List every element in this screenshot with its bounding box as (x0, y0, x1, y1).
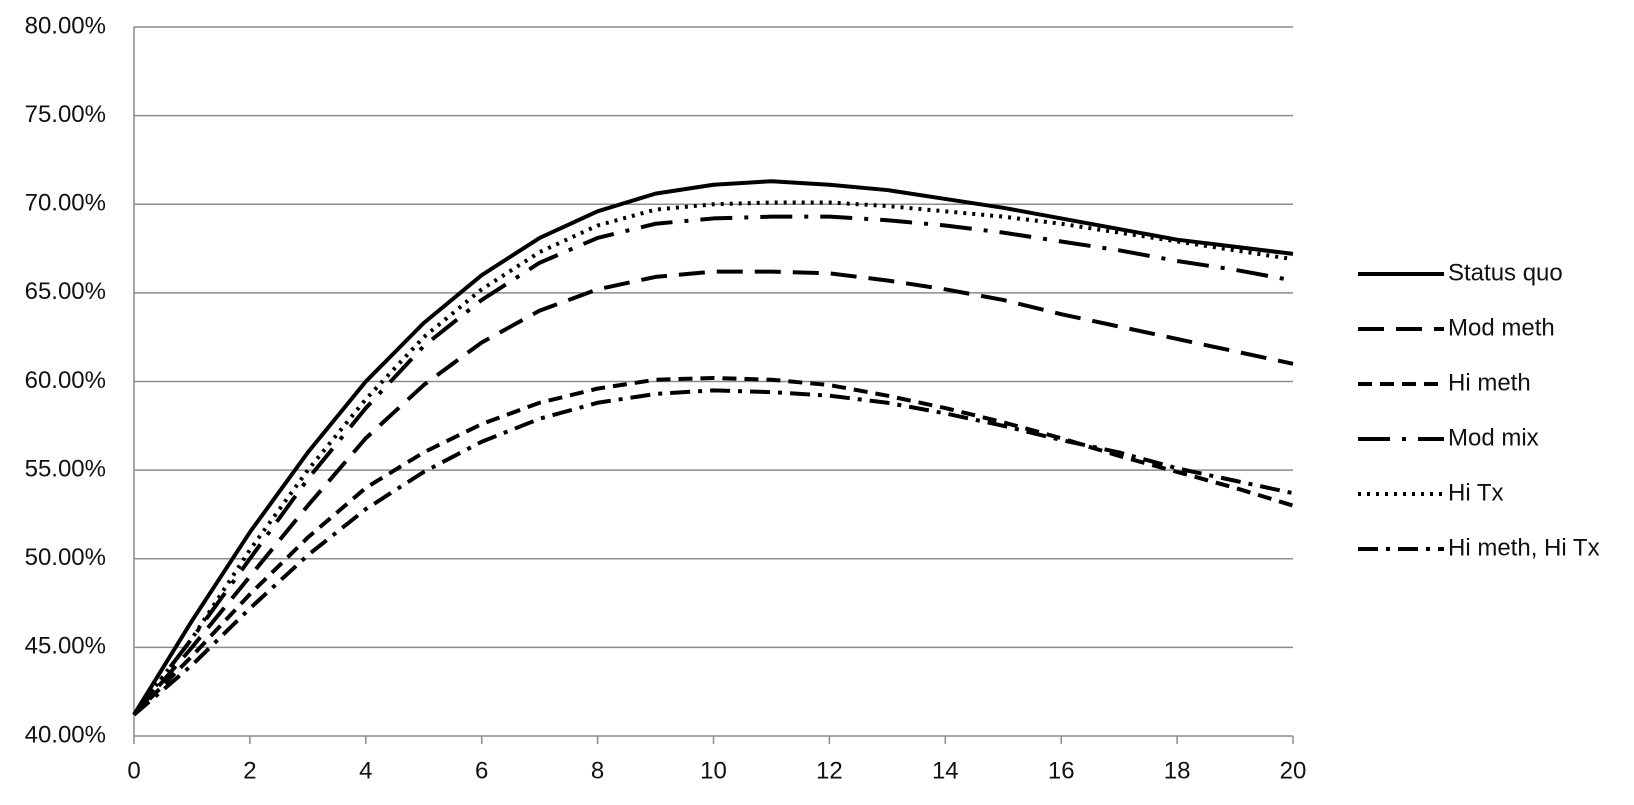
series-line (132, 388, 1294, 717)
y-tick-label: 45.00% (25, 633, 106, 660)
series-line (132, 269, 1294, 717)
x-tick-label: 16 (1048, 757, 1075, 784)
legend-label: Hi Tx (1448, 479, 1504, 506)
legend-label: Hi meth, Hi Tx (1448, 534, 1600, 561)
x-tick-label: 12 (816, 757, 843, 784)
y-tick-label: 50.00% (25, 544, 106, 571)
x-tick-label: 10 (700, 757, 727, 784)
x-tick-label: 4 (359, 757, 372, 784)
y-tick-label: 75.00% (25, 101, 106, 128)
legend-label: Hi meth (1448, 369, 1531, 396)
y-tick-label: 60.00% (25, 367, 106, 394)
legend-label: Mod mix (1448, 424, 1539, 451)
x-tick-label: 2 (243, 757, 256, 784)
y-tick-label: 40.00% (25, 721, 106, 748)
series-line (132, 375, 1294, 717)
x-tick-label: 14 (932, 757, 959, 784)
x-tick-label: 20 (1280, 757, 1307, 784)
x-tick-label: 0 (127, 757, 140, 784)
x-tick-label: 18 (1164, 757, 1191, 784)
series-line (132, 214, 1294, 716)
series-line (132, 179, 1294, 716)
y-tick-label: 70.00% (25, 190, 106, 217)
legend-label: Mod meth (1448, 314, 1555, 341)
x-tick-label: 8 (591, 757, 604, 784)
y-tick-label: 55.00% (25, 455, 106, 482)
legend-label: Status quo (1448, 259, 1563, 286)
series-line (132, 200, 1294, 716)
y-tick-label: 65.00% (25, 278, 106, 305)
y-tick-label: 80.00% (25, 12, 106, 39)
x-tick-label: 6 (475, 757, 488, 784)
